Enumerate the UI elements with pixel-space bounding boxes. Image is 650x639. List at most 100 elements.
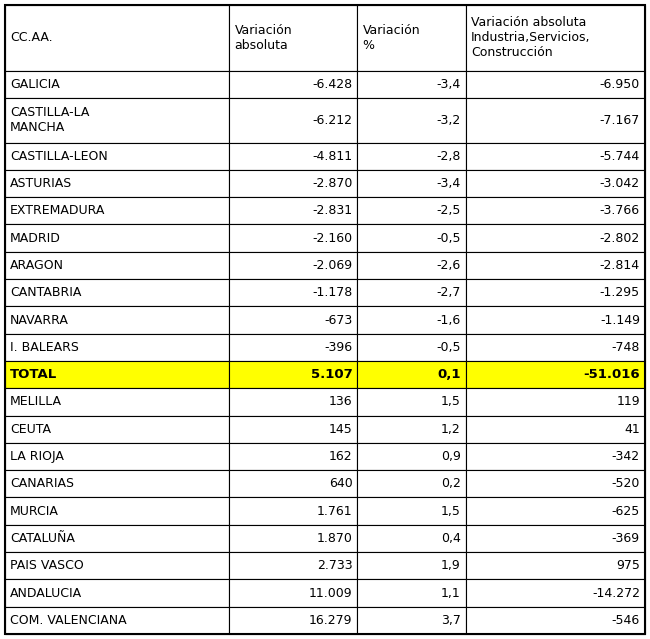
Bar [229, 361, 358, 389]
Text: -1.178: -1.178 [312, 286, 352, 299]
Bar [358, 5, 466, 71]
Text: Variación absoluta
Industria,Servicios,
Construcción: Variación absoluta Industria,Servicios, … [471, 17, 590, 59]
Text: -369: -369 [612, 532, 640, 545]
Bar [466, 306, 645, 334]
Text: -14.272: -14.272 [592, 587, 640, 599]
Bar [358, 580, 466, 606]
Text: -3,4: -3,4 [437, 177, 461, 190]
Text: TOTAL: TOTAL [10, 368, 57, 381]
Text: MELILLA: MELILLA [10, 396, 62, 408]
Bar [5, 279, 229, 306]
Bar [358, 525, 466, 552]
Bar [358, 334, 466, 361]
Text: 0,2: 0,2 [441, 477, 461, 490]
Text: -2,8: -2,8 [436, 150, 461, 163]
Bar [229, 5, 358, 71]
Bar [5, 252, 229, 279]
Text: -2.069: -2.069 [313, 259, 352, 272]
Bar [5, 415, 229, 443]
Bar [466, 170, 645, 197]
Bar [466, 415, 645, 443]
Text: -2,7: -2,7 [436, 286, 461, 299]
Text: MADRID: MADRID [10, 231, 61, 245]
Text: 1,2: 1,2 [441, 423, 461, 436]
Bar [229, 470, 358, 498]
Bar [358, 415, 466, 443]
Text: ARAGON: ARAGON [10, 259, 64, 272]
Text: -342: -342 [612, 450, 640, 463]
Text: -3,4: -3,4 [437, 78, 461, 91]
Bar [466, 525, 645, 552]
Text: CC.AA.: CC.AA. [10, 31, 53, 44]
Bar [466, 98, 645, 142]
Text: CASTILLA-LEON: CASTILLA-LEON [10, 150, 108, 163]
Text: MURCIA: MURCIA [10, 505, 59, 518]
Bar [229, 142, 358, 170]
Text: -673: -673 [324, 314, 352, 327]
Text: CANARIAS: CANARIAS [10, 477, 74, 490]
Bar [358, 224, 466, 252]
Text: -1.295: -1.295 [600, 286, 640, 299]
Bar [466, 334, 645, 361]
Bar [229, 252, 358, 279]
Bar [5, 580, 229, 606]
Text: EXTREMADURA: EXTREMADURA [10, 204, 105, 217]
Text: 1,1: 1,1 [441, 587, 461, 599]
Bar [229, 552, 358, 580]
Bar [5, 470, 229, 498]
Text: 0,4: 0,4 [441, 532, 461, 545]
Text: -2.814: -2.814 [600, 259, 640, 272]
Bar [5, 306, 229, 334]
Text: 119: 119 [616, 396, 640, 408]
Bar [5, 361, 229, 389]
Bar [5, 5, 229, 71]
Bar [358, 142, 466, 170]
Bar [5, 334, 229, 361]
Text: -3,2: -3,2 [437, 114, 461, 127]
Text: -4.811: -4.811 [313, 150, 352, 163]
Bar [229, 415, 358, 443]
Bar [5, 389, 229, 415]
Text: -51.016: -51.016 [584, 368, 640, 381]
Text: -6.212: -6.212 [313, 114, 352, 127]
Bar [466, 580, 645, 606]
Bar [358, 552, 466, 580]
Bar [229, 170, 358, 197]
Bar [5, 443, 229, 470]
Bar [229, 525, 358, 552]
Text: ASTURIAS: ASTURIAS [10, 177, 72, 190]
Bar [466, 224, 645, 252]
Bar [229, 224, 358, 252]
Text: -1,6: -1,6 [437, 314, 461, 327]
Text: I. BALEARS: I. BALEARS [10, 341, 79, 354]
Bar [358, 98, 466, 142]
Text: -2.831: -2.831 [313, 204, 352, 217]
Bar [229, 580, 358, 606]
Bar [466, 197, 645, 224]
Text: 5.107: 5.107 [311, 368, 352, 381]
Text: -5.744: -5.744 [600, 150, 640, 163]
Text: 41: 41 [624, 423, 640, 436]
Bar [466, 5, 645, 71]
Text: 136: 136 [329, 396, 352, 408]
Bar [358, 71, 466, 98]
Bar [358, 361, 466, 389]
Bar [358, 197, 466, 224]
Text: 2.733: 2.733 [317, 559, 352, 573]
Text: -396: -396 [324, 341, 352, 354]
Text: CANTABRIA: CANTABRIA [10, 286, 81, 299]
Bar [466, 252, 645, 279]
Text: COM. VALENCIANA: COM. VALENCIANA [10, 614, 127, 627]
Bar [466, 279, 645, 306]
Bar [5, 98, 229, 142]
Text: -6.950: -6.950 [600, 78, 640, 91]
Bar [229, 98, 358, 142]
Text: 162: 162 [329, 450, 352, 463]
Bar [5, 606, 229, 634]
Text: -6.428: -6.428 [313, 78, 352, 91]
Bar [229, 334, 358, 361]
Text: -0,5: -0,5 [436, 231, 461, 245]
Bar [5, 498, 229, 525]
Bar [358, 389, 466, 415]
Text: CATALUÑA: CATALUÑA [10, 532, 75, 545]
